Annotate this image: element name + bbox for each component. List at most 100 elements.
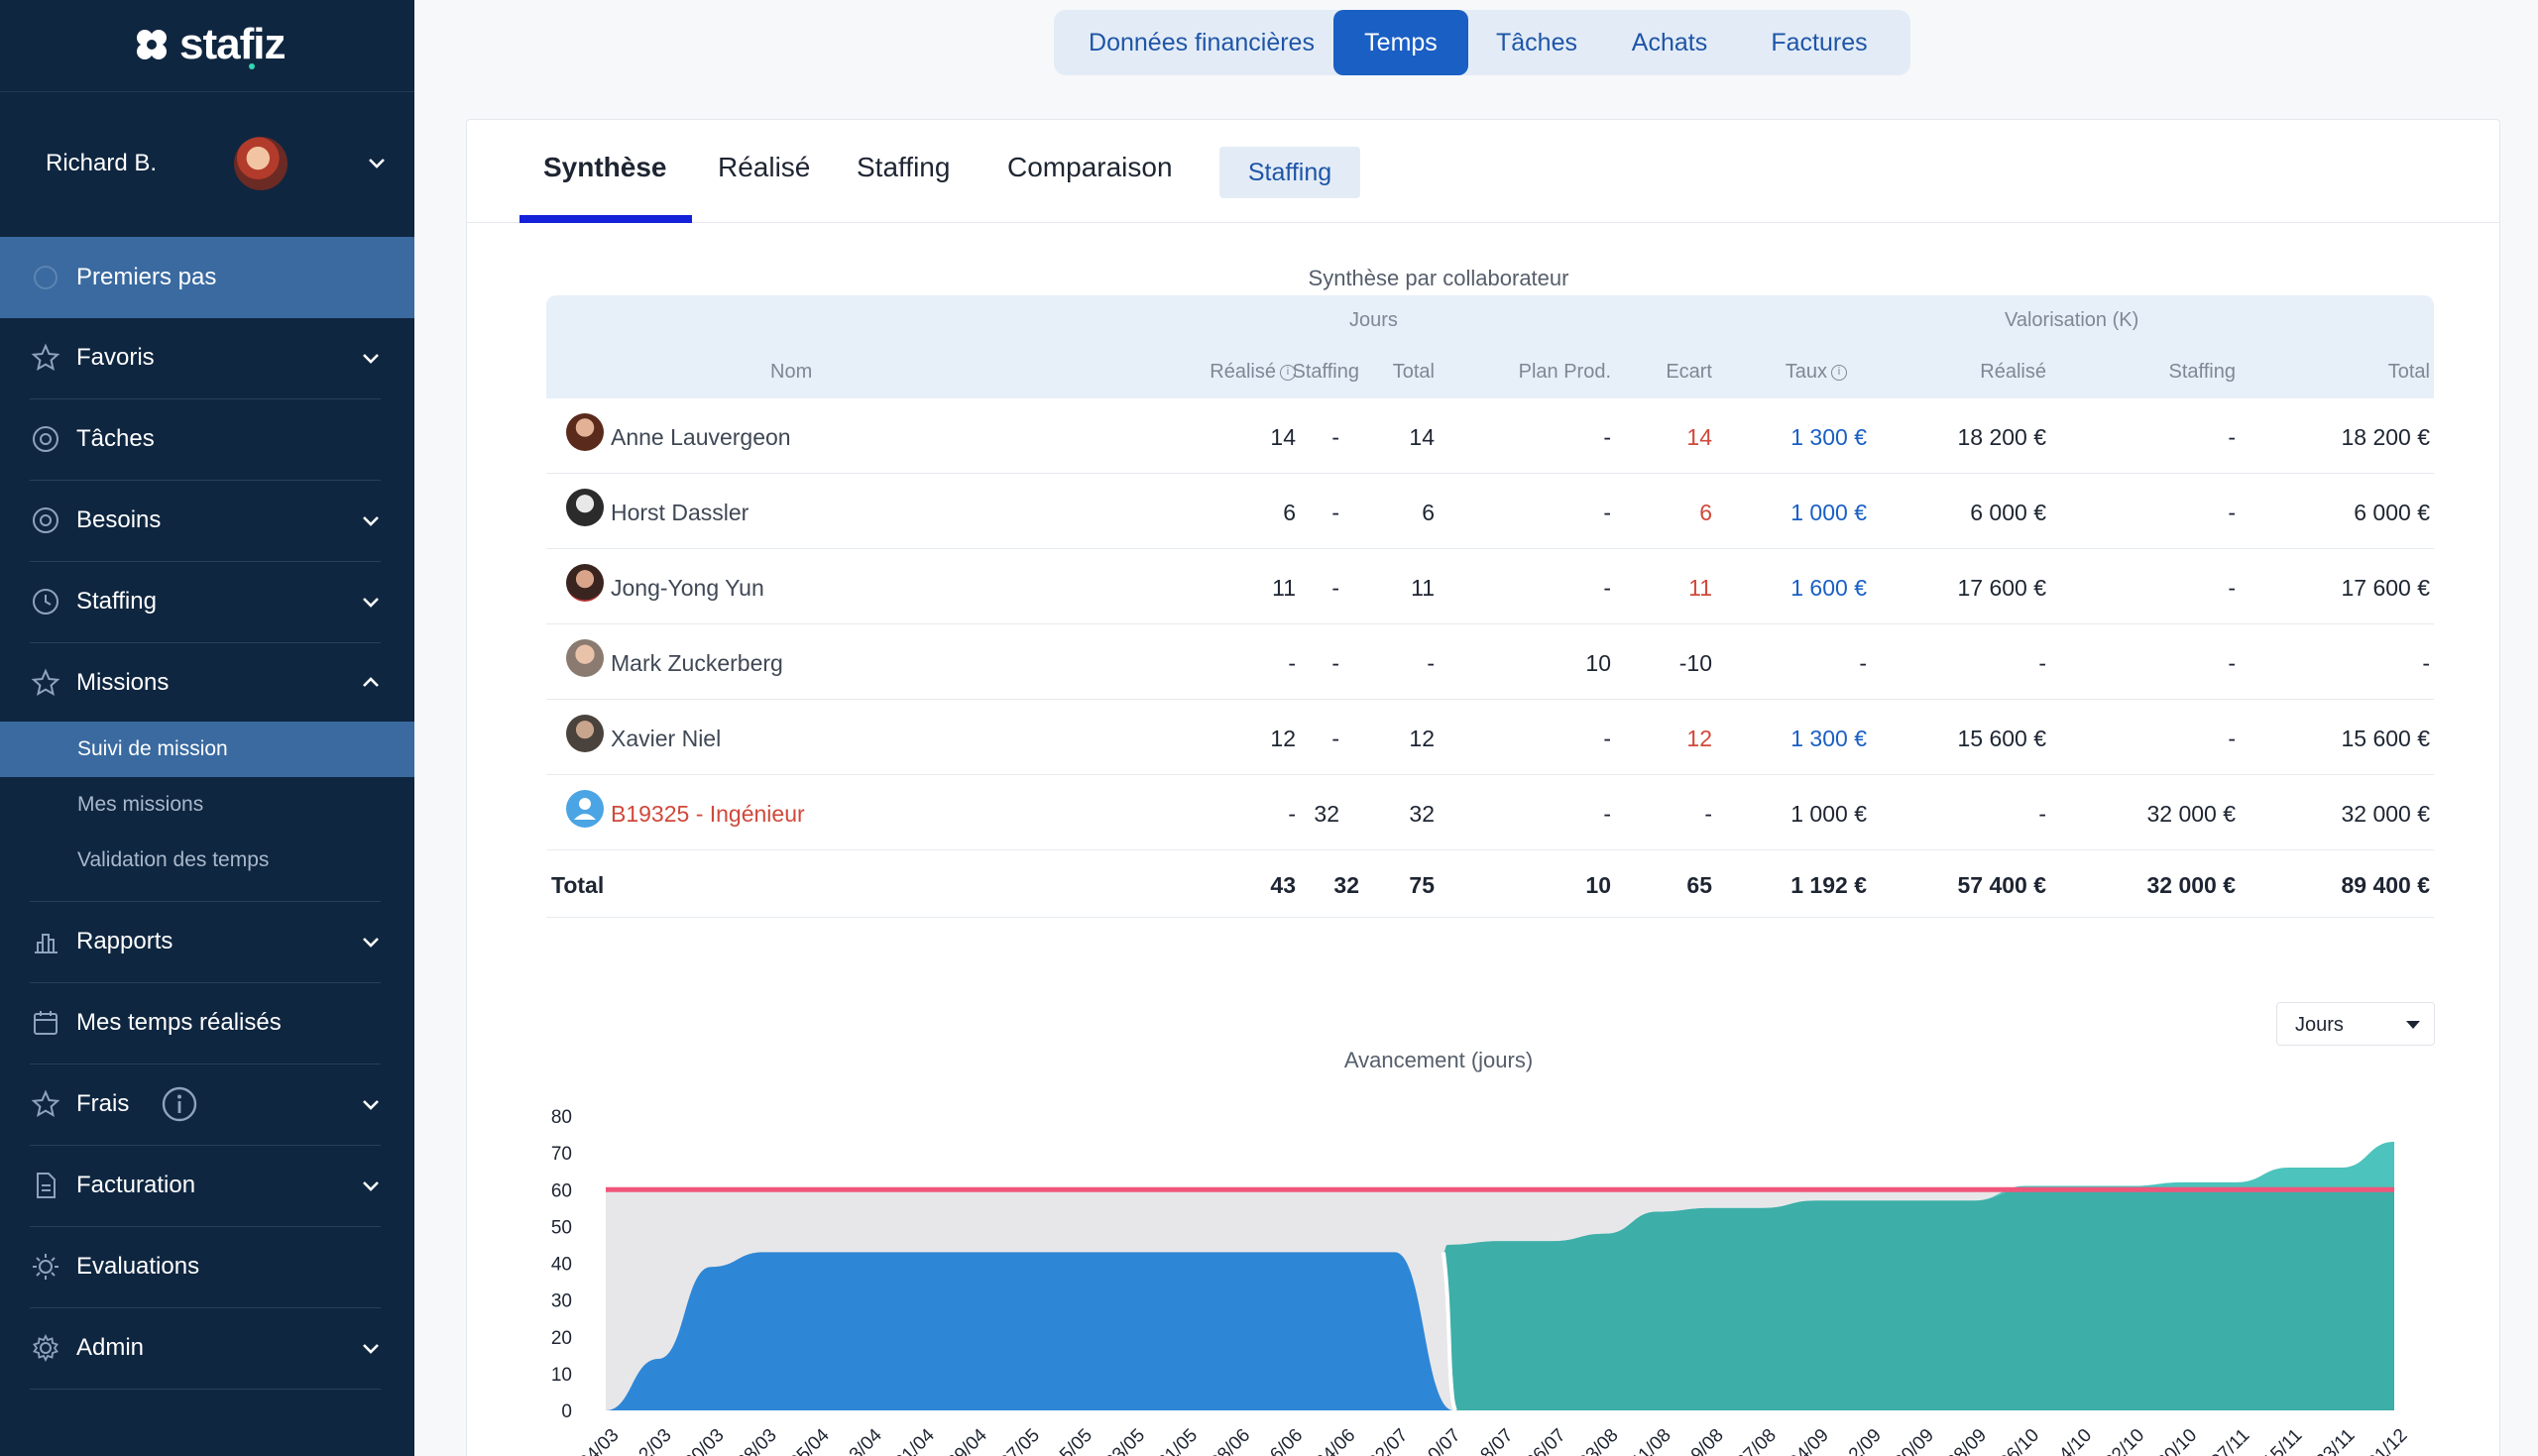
sidebar-subitem-label: Suivi de mission bbox=[77, 737, 228, 760]
subtab-synthese[interactable]: Synthèse bbox=[543, 152, 667, 182]
table-row[interactable]: Mark Zuckerberg - - - 10 -10 - - - - bbox=[546, 624, 2434, 700]
sidebar-item-label: Staffing bbox=[76, 588, 157, 615]
logo[interactable]: stafiz bbox=[132, 20, 286, 69]
col-header-realise: Réalisé i bbox=[1210, 361, 1296, 384]
table-row[interactable]: B19325 - Ingénieur - 32 32 - - 1 000 € -… bbox=[546, 775, 2434, 850]
cell-taux[interactable]: 1 000 € bbox=[1790, 500, 1867, 525]
sidebar-item-admin[interactable]: Admin bbox=[0, 1307, 414, 1389]
sidebar-item-facturation[interactable]: Facturation bbox=[0, 1145, 414, 1226]
sidebar-item-besoins[interactable]: Besoins bbox=[0, 480, 414, 561]
cell-valo-total: 15 600 € bbox=[2341, 726, 2430, 751]
tab-donnees-financieres[interactable]: Données financières bbox=[1089, 28, 1315, 56]
table-row[interactable]: Xavier Niel 12 - 12 - 12 1 300 € 15 600 … bbox=[546, 700, 2434, 775]
sidebar-item-frais[interactable]: Frais bbox=[0, 1064, 414, 1145]
x-tick-label: 30/10 bbox=[2153, 1425, 2201, 1456]
chevron-down-icon[interactable] bbox=[359, 930, 383, 953]
sidebar-item-label: Premiers pas bbox=[76, 264, 217, 290]
cell-taux: - bbox=[1859, 650, 1867, 676]
info-icon[interactable]: i bbox=[1831, 364, 1847, 381]
y-tick-label: 0 bbox=[561, 1401, 572, 1422]
cell-staffing: - bbox=[1331, 726, 1339, 751]
sidebar-item-favoris[interactable]: Favoris bbox=[0, 317, 414, 398]
sidebar-subitem-suivi-de-mission[interactable]: Suivi de mission bbox=[0, 722, 414, 777]
y-tick-label: 80 bbox=[551, 1107, 572, 1128]
chevron-down-icon[interactable] bbox=[359, 508, 383, 532]
y-tick-label: 50 bbox=[551, 1217, 572, 1238]
subtab-realise[interactable]: Réalisé bbox=[718, 152, 811, 182]
user-name: Richard B. bbox=[46, 150, 158, 176]
calendar-icon bbox=[30, 1007, 61, 1039]
sidebar-item-taches[interactable]: Tâches bbox=[0, 398, 414, 480]
tab-achats[interactable]: Achats bbox=[1631, 28, 1708, 56]
subtab-staffing[interactable]: Staffing bbox=[857, 152, 951, 182]
tab-taches[interactable]: Tâches bbox=[1496, 28, 1577, 56]
staffing-pill-button[interactable]: Staffing bbox=[1219, 147, 1360, 198]
x-tick-label: 24/06 bbox=[1312, 1425, 1359, 1456]
unit-select[interactable]: Jours bbox=[2276, 1002, 2435, 1046]
table-row[interactable]: Anne Lauvergeon 14 - 14 - 14 1 300 € 18 … bbox=[546, 398, 2434, 474]
info-icon[interactable]: i bbox=[1280, 364, 1296, 381]
x-tick-label: 20/09 bbox=[1891, 1425, 1938, 1456]
collaborator-name[interactable]: Horst Dassler bbox=[611, 500, 750, 525]
cell-valo-staffing: - bbox=[2228, 500, 2236, 525]
cell-ecart: -10 bbox=[1678, 650, 1712, 676]
cell-valo-realise: - bbox=[2038, 801, 2046, 827]
collaborator-name[interactable]: Anne Lauvergeon bbox=[611, 424, 791, 450]
at-icon bbox=[30, 423, 61, 455]
cell-taux[interactable]: 1 300 € bbox=[1790, 424, 1867, 450]
table-row[interactable]: Jong-Yong Yun 11 - 11 - 11 1 600 € 17 60… bbox=[546, 549, 2434, 624]
collaborator-name[interactable]: B19325 - Ingénieur bbox=[611, 801, 805, 827]
chevron-down-icon[interactable] bbox=[359, 590, 383, 614]
chevron-down-icon[interactable] bbox=[359, 1092, 383, 1116]
sidebar-subitem-mes-missions[interactable]: Mes missions bbox=[0, 777, 414, 833]
col-header-nom: Nom bbox=[770, 361, 813, 383]
col-header-staffing: Staffing bbox=[1292, 361, 1359, 383]
main-panel: Synthèse Réalisé Staffing Comparaison St… bbox=[466, 119, 2500, 1456]
cell-ecart: 12 bbox=[1686, 726, 1712, 751]
gear-icon bbox=[30, 1332, 61, 1364]
sidebar-item-label: Rapports bbox=[76, 928, 173, 954]
chevron-down-icon[interactable] bbox=[359, 346, 383, 370]
user-menu[interactable]: Richard B. bbox=[46, 137, 389, 190]
sidebar-item-premiers-pas[interactable]: Premiers pas bbox=[0, 237, 414, 318]
at-icon bbox=[30, 504, 61, 536]
x-tick-label: 29/04 bbox=[943, 1424, 991, 1456]
sidebar-item-missions[interactable]: Missions bbox=[0, 642, 414, 724]
cell-ecart: 6 bbox=[1699, 500, 1712, 525]
cell-ecart: 11 bbox=[1688, 575, 1712, 601]
sidebar-subitem-label: Mes missions bbox=[77, 793, 204, 816]
cell-taux[interactable]: 1 600 € bbox=[1790, 575, 1867, 601]
table-row[interactable]: Horst Dassler 6 - 6 - 6 1 000 € 6 000 € … bbox=[546, 474, 2434, 549]
chevron-down-icon[interactable] bbox=[359, 1174, 383, 1197]
sidebar-subitem-validation-des-temps[interactable]: Validation des temps bbox=[0, 833, 414, 888]
compass-icon bbox=[30, 262, 61, 293]
sidebar-item-mes-temps-realises[interactable]: Mes temps réalisés bbox=[0, 982, 414, 1064]
x-tick-label: 27/08 bbox=[1732, 1425, 1780, 1456]
collaborator-name[interactable]: Xavier Niel bbox=[611, 726, 722, 751]
tab-temps[interactable]: Temps bbox=[1333, 10, 1468, 75]
info-icon[interactable] bbox=[161, 1085, 198, 1123]
cell-staffing: - bbox=[1331, 500, 1339, 525]
sidebar-subitem-label: Validation des temps bbox=[77, 848, 270, 871]
sidebar-item-rapports[interactable]: Rapports bbox=[0, 901, 414, 982]
cell-valo-staffing: - bbox=[2228, 424, 2236, 450]
subtab-comparaison[interactable]: Comparaison bbox=[1007, 152, 1173, 182]
chevron-down-icon[interactable] bbox=[359, 1336, 383, 1360]
document-icon bbox=[30, 1170, 61, 1201]
sidebar-item-evaluations[interactable]: Evaluations bbox=[0, 1226, 414, 1307]
sub-tabs: Synthèse Réalisé Staffing Comparaison St… bbox=[467, 120, 2499, 223]
chevron-down-icon[interactable] bbox=[365, 151, 389, 174]
cell-ecart: 14 bbox=[1686, 424, 1712, 450]
cell-valo-total: 6 000 € bbox=[2354, 500, 2430, 525]
collaborator-name[interactable]: Jong-Yong Yun bbox=[611, 575, 764, 601]
cell-taux[interactable]: 1 300 € bbox=[1790, 726, 1867, 751]
cell-realise: 12 bbox=[1270, 726, 1296, 751]
col-header-ecart: Ecart bbox=[1666, 361, 1712, 383]
sidebar-item-staffing[interactable]: Staffing bbox=[0, 561, 414, 642]
tab-factures[interactable]: Factures bbox=[1771, 28, 1868, 56]
y-tick-label: 70 bbox=[551, 1144, 572, 1165]
collaborator-name[interactable]: Mark Zuckerberg bbox=[611, 650, 783, 676]
chevron-up-icon[interactable] bbox=[359, 671, 383, 695]
cell-realise: 14 bbox=[1270, 424, 1296, 450]
cell-total: - bbox=[1427, 650, 1435, 676]
